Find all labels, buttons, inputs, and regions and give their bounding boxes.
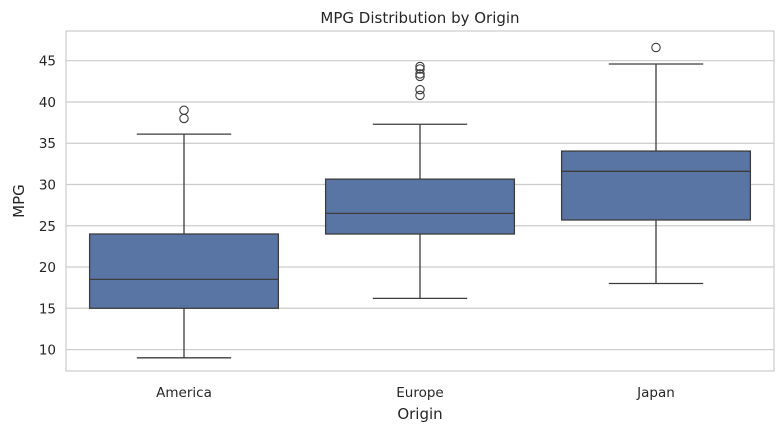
x-tick-labels: America Europe Japan — [156, 385, 675, 401]
y-tick-label: 40 — [39, 95, 56, 111]
outlier-point — [415, 69, 425, 79]
chart-title: MPG Distribution by Origin — [320, 9, 519, 27]
iqr-box — [88, 233, 280, 309]
y-axis-label: MPG — [10, 184, 28, 218]
x-tick-label: America — [156, 385, 212, 401]
y-tick-label: 20 — [39, 260, 56, 276]
boxes-layer — [88, 42, 752, 359]
y-tick-label: 35 — [39, 136, 56, 152]
box-group-europe — [324, 61, 516, 300]
outlier-point — [415, 61, 425, 72]
y-tick-label: 10 — [39, 343, 56, 359]
outlier-point — [651, 42, 661, 53]
outlier-point — [415, 71, 425, 82]
outlier-point — [415, 84, 425, 95]
x-axis-label: Origin — [397, 405, 442, 423]
plot-frame — [65, 30, 775, 372]
box-group-america — [88, 105, 280, 359]
iqr-box — [560, 150, 752, 221]
outlier-point — [179, 105, 189, 115]
x-tick-label: Japan — [636, 385, 675, 401]
outlier-point — [179, 113, 189, 124]
iqr-box — [324, 178, 516, 235]
y-tick-label: 25 — [39, 219, 56, 235]
y-tick-label: 15 — [39, 301, 56, 317]
outlier-point — [415, 64, 425, 74]
x-tick-label: Europe — [396, 385, 443, 401]
y-tick-label: 45 — [39, 54, 56, 70]
box-group-japan — [560, 42, 752, 285]
y-tick-label: 30 — [39, 177, 56, 193]
y-tick-labels: 10 15 20 25 30 35 40 45 — [39, 54, 56, 359]
outlier-point — [415, 90, 425, 101]
